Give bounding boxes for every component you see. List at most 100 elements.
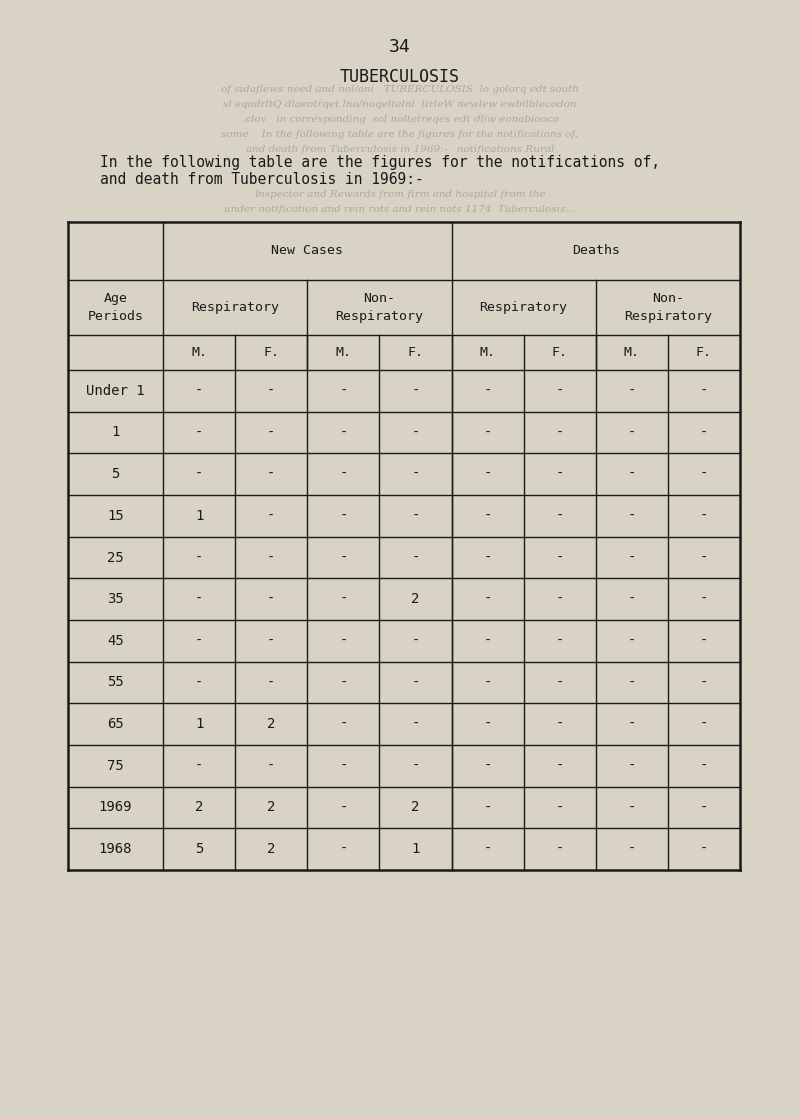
- Text: -: -: [483, 467, 492, 481]
- Text: -: -: [339, 551, 347, 564]
- Text: New Cases: New Cases: [271, 244, 343, 257]
- Text: -: -: [195, 676, 203, 689]
- Text: sl eqadrltQ dlaeotrqet lno/noqeltelni  tirleW newlew ewbilblecodon: sl eqadrltQ dlaeotrqet lno/noqeltelni ti…: [223, 100, 577, 109]
- Text: -: -: [411, 467, 420, 481]
- Text: -: -: [411, 551, 420, 564]
- Text: -: -: [483, 800, 492, 815]
- Text: -: -: [267, 551, 275, 564]
- Text: -: -: [267, 592, 275, 606]
- Text: 35: 35: [107, 592, 124, 606]
- Text: -: -: [555, 843, 564, 856]
- Text: -: -: [339, 509, 347, 523]
- Text: -: -: [267, 509, 275, 523]
- Text: -: -: [339, 633, 347, 648]
- Text: -: -: [411, 425, 420, 440]
- Text: -: -: [555, 633, 564, 648]
- Text: Inspector and Rewards from firm and hospital from the: Inspector and Rewards from firm and hosp…: [254, 190, 546, 199]
- Text: -: -: [483, 551, 492, 564]
- Text: F.: F.: [696, 346, 712, 359]
- Text: -: -: [195, 425, 203, 440]
- Text: 2: 2: [411, 592, 420, 606]
- Text: -: -: [700, 467, 708, 481]
- Text: -: -: [700, 800, 708, 815]
- Text: 5: 5: [195, 843, 203, 856]
- Text: -: -: [339, 676, 347, 689]
- Text: -: -: [411, 509, 420, 523]
- Text: -: -: [195, 467, 203, 481]
- Text: Non-
Respiratory: Non- Respiratory: [335, 292, 423, 323]
- Text: and death from Tuberculosis in 1969:-   notifications Rural: and death from Tuberculosis in 1969:- no…: [246, 145, 554, 154]
- Text: -: -: [700, 509, 708, 523]
- Text: 1: 1: [411, 843, 420, 856]
- Text: -: -: [700, 384, 708, 398]
- Text: -: -: [555, 592, 564, 606]
- Text: -: -: [700, 633, 708, 648]
- Text: 1969: 1969: [98, 800, 132, 815]
- Text: -: -: [339, 384, 347, 398]
- Text: -: -: [700, 551, 708, 564]
- Text: 15: 15: [107, 509, 124, 523]
- Text: -: -: [628, 633, 636, 648]
- Text: -: -: [483, 425, 492, 440]
- Text: -: -: [555, 759, 564, 773]
- Text: under notification and rein rots and rein nots 1174  Tuberculosis...: under notification and rein rots and rei…: [225, 205, 575, 214]
- Text: 2: 2: [195, 800, 203, 815]
- Text: -: -: [411, 384, 420, 398]
- Text: -: -: [195, 759, 203, 773]
- Text: F.: F.: [552, 346, 568, 359]
- Text: -: -: [628, 384, 636, 398]
- Text: -: -: [555, 717, 564, 731]
- Text: -: -: [483, 384, 492, 398]
- Text: and death from Tuberculosis in 1969:-: and death from Tuberculosis in 1969:-: [65, 172, 424, 187]
- Text: 1: 1: [195, 509, 203, 523]
- Text: -: -: [339, 717, 347, 731]
- Text: -: -: [195, 633, 203, 648]
- Text: Non-
Respiratory: Non- Respiratory: [624, 292, 712, 323]
- Text: -: -: [555, 425, 564, 440]
- Text: -: -: [555, 676, 564, 689]
- Text: -: -: [195, 551, 203, 564]
- Text: -: -: [411, 717, 420, 731]
- Text: Age
Periods: Age Periods: [87, 292, 143, 323]
- Text: -: -: [483, 843, 492, 856]
- Text: -: -: [555, 551, 564, 564]
- Text: -: -: [267, 759, 275, 773]
- Text: -: -: [628, 592, 636, 606]
- Text: -: -: [483, 759, 492, 773]
- Text: 2: 2: [267, 717, 275, 731]
- Text: 1968: 1968: [98, 843, 132, 856]
- Text: -: -: [339, 759, 347, 773]
- Text: 65: 65: [107, 717, 124, 731]
- Text: 1: 1: [195, 717, 203, 731]
- Text: -: -: [411, 633, 420, 648]
- Text: 45: 45: [107, 633, 124, 648]
- Text: 5: 5: [111, 467, 120, 481]
- Text: -: -: [700, 843, 708, 856]
- Text: TUBERCULOSIS: TUBERCULOSIS: [340, 68, 460, 86]
- Text: 1: 1: [111, 425, 120, 440]
- Text: -: -: [411, 759, 420, 773]
- Text: some    In the following table are the figures for the notifications of,: some In the following table are the figu…: [222, 130, 578, 139]
- Text: -: -: [628, 800, 636, 815]
- Text: -: -: [267, 425, 275, 440]
- Text: -: -: [555, 384, 564, 398]
- Text: -: -: [339, 425, 347, 440]
- Text: -: -: [483, 633, 492, 648]
- Text: -: -: [700, 717, 708, 731]
- Text: -: -: [628, 759, 636, 773]
- Text: M.: M.: [191, 346, 207, 359]
- Text: -: -: [700, 676, 708, 689]
- Text: -: -: [267, 384, 275, 398]
- Text: -: -: [339, 800, 347, 815]
- Text: -: -: [339, 843, 347, 856]
- Text: Respiratory: Respiratory: [191, 301, 279, 314]
- Text: -: -: [628, 551, 636, 564]
- Text: -: -: [483, 509, 492, 523]
- Text: -: -: [267, 633, 275, 648]
- Text: -: -: [700, 759, 708, 773]
- Text: -: -: [628, 509, 636, 523]
- Text: -: -: [339, 467, 347, 481]
- Text: -: -: [555, 509, 564, 523]
- Text: 2: 2: [267, 800, 275, 815]
- Text: of sidaflews need and nol/ani   TUBERCULOSIS  lo golorq edt south: of sidaflews need and nol/ani TUBERCULOS…: [221, 85, 579, 94]
